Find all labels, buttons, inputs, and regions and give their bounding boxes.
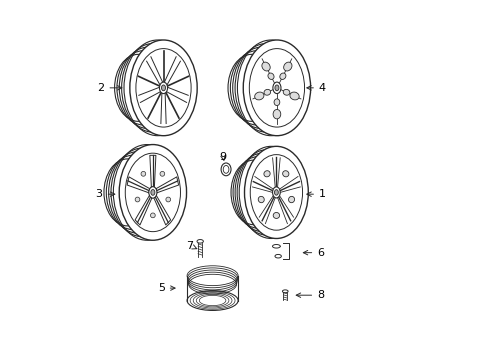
Ellipse shape xyxy=(244,146,307,238)
Ellipse shape xyxy=(160,171,164,176)
Ellipse shape xyxy=(119,145,186,240)
Ellipse shape xyxy=(272,82,281,94)
Ellipse shape xyxy=(135,197,140,202)
Ellipse shape xyxy=(282,290,287,293)
Text: 1: 1 xyxy=(306,189,325,199)
Text: 4: 4 xyxy=(306,83,325,93)
Text: 9: 9 xyxy=(219,152,226,162)
Ellipse shape xyxy=(258,196,264,203)
Ellipse shape xyxy=(274,85,278,91)
Ellipse shape xyxy=(197,239,203,243)
Ellipse shape xyxy=(274,255,281,258)
Ellipse shape xyxy=(273,212,279,219)
Ellipse shape xyxy=(267,73,273,80)
Ellipse shape xyxy=(187,291,238,310)
Ellipse shape xyxy=(221,163,230,176)
Ellipse shape xyxy=(262,62,270,71)
Ellipse shape xyxy=(264,89,270,95)
Ellipse shape xyxy=(141,171,145,176)
Ellipse shape xyxy=(283,62,291,71)
Ellipse shape xyxy=(150,213,155,218)
Ellipse shape xyxy=(274,190,278,195)
Ellipse shape xyxy=(243,40,310,136)
Text: 2: 2 xyxy=(97,83,122,93)
Ellipse shape xyxy=(165,197,170,202)
Text: 7: 7 xyxy=(185,240,196,251)
Text: 5: 5 xyxy=(158,283,175,293)
Ellipse shape xyxy=(272,244,280,248)
Ellipse shape xyxy=(282,171,288,177)
Text: 6: 6 xyxy=(303,248,324,258)
Ellipse shape xyxy=(254,92,264,100)
Ellipse shape xyxy=(273,99,279,105)
Ellipse shape xyxy=(283,89,289,95)
Text: 3: 3 xyxy=(96,189,115,199)
Text: 8: 8 xyxy=(296,290,324,300)
Ellipse shape xyxy=(289,92,299,100)
Ellipse shape xyxy=(272,109,280,119)
Ellipse shape xyxy=(161,85,165,91)
Ellipse shape xyxy=(130,40,197,136)
Ellipse shape xyxy=(264,171,269,177)
Ellipse shape xyxy=(148,187,157,198)
Ellipse shape xyxy=(159,82,167,94)
Ellipse shape xyxy=(288,196,294,203)
Ellipse shape xyxy=(150,189,155,195)
Ellipse shape xyxy=(279,73,285,80)
Ellipse shape xyxy=(272,187,280,198)
